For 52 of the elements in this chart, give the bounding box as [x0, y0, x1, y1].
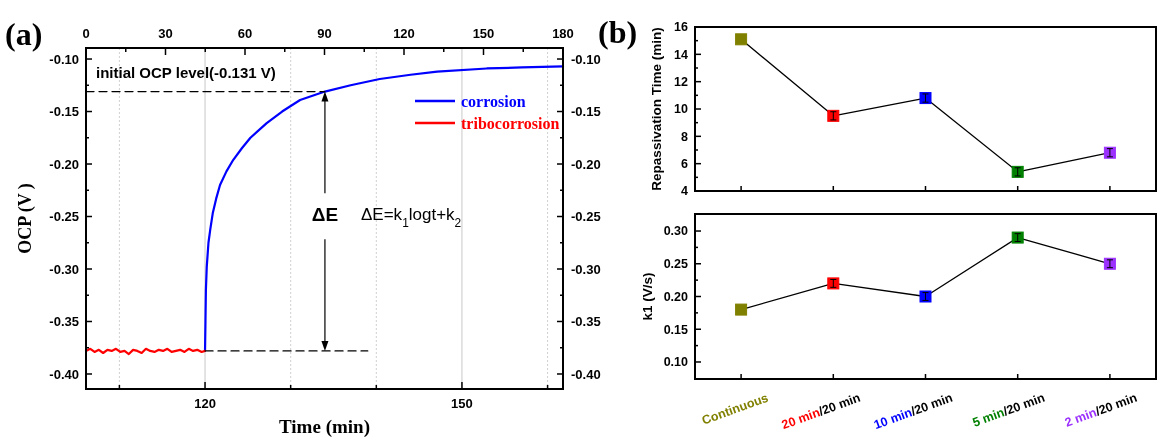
annotation: ΔE=k$_{1}$logt+k$_{2}$ — [361, 205, 462, 230]
y-tick-label: 0.25 — [663, 257, 689, 272]
y-tick-label: 16 — [674, 20, 689, 35]
y-tick-label: -0.40 — [49, 366, 79, 382]
x-tick-label: 120 — [194, 396, 216, 411]
legend-label: tribocorrosion — [461, 114, 560, 132]
annotation: ΔE — [311, 204, 339, 226]
x-tick-label: 5 min/20 min — [970, 390, 1047, 430]
x-tick-label: 150 — [451, 396, 473, 411]
y-tick-label: -0.35 — [49, 314, 79, 330]
x2-tick-label: 90 — [317, 26, 332, 41]
y-tick-label: 4 — [681, 184, 689, 199]
x-axis-title: Time (min) — [279, 416, 370, 437]
x-tick-label: 20 min/20 min — [779, 390, 863, 433]
chart-title: (a) — [5, 16, 43, 52]
x-tick-label: 2 min/20 min — [1062, 390, 1139, 430]
y-tick-label: -0.10 — [49, 51, 79, 67]
y-axis-title: OCP (V ) — [15, 183, 36, 254]
x2-tick-label: 180 — [552, 26, 574, 41]
y-axis-title: k1 (V/s) — [640, 272, 655, 321]
annotation: initial OCP level(-0.131 V) — [96, 64, 276, 81]
x2-tick-label: 150 — [472, 26, 495, 41]
y-tick-label: 14 — [674, 47, 689, 62]
y-tick-label: 0.15 — [663, 322, 689, 337]
y-tick-label: -0.30 — [49, 261, 79, 277]
y2-tick-label: -0.10 — [571, 51, 601, 67]
y-tick-label: 0.30 — [663, 224, 689, 239]
y-axis-title: Repassivation Time (min) — [649, 27, 664, 191]
x2-tick-label: 120 — [393, 26, 415, 41]
y-tick-label: 8 — [681, 129, 689, 144]
y-tick-label: -0.20 — [49, 156, 79, 172]
x2-tick-label: 60 — [237, 26, 253, 41]
y2-tick-label: -0.20 — [571, 156, 601, 172]
legend-label: corrosion — [461, 92, 526, 110]
y-tick-label: 6 — [681, 157, 689, 172]
x-tick-label: 10 min/20 min — [872, 390, 955, 433]
y-tick-label: 10 — [674, 102, 689, 117]
y2-tick-label: -0.30 — [571, 261, 601, 277]
y2-tick-label: -0.15 — [571, 104, 601, 120]
y2-tick-label: -0.35 — [571, 314, 601, 330]
point — [735, 33, 748, 46]
y-tick-label: -0.25 — [49, 209, 79, 225]
chart-title: (b) — [598, 14, 638, 50]
x2-tick-label: 30 — [158, 26, 173, 41]
x2-tick-label: 0 — [82, 26, 90, 41]
y2-tick-label: -0.25 — [571, 209, 601, 225]
y-tick-label: 0.10 — [663, 355, 689, 370]
y-tick-label: -0.15 — [49, 104, 79, 120]
y-tick-label: 0.20 — [663, 289, 689, 304]
y-tick-label: 12 — [674, 75, 689, 90]
point — [735, 303, 748, 316]
y2-tick-label: -0.40 — [571, 366, 601, 382]
